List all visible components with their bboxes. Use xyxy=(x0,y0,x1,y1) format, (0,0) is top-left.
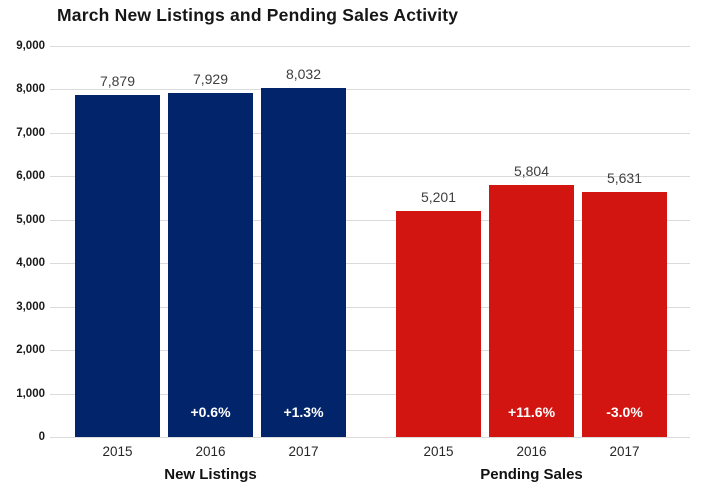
gridline xyxy=(50,263,690,265)
x-axis-category-label: 2015 xyxy=(423,444,454,459)
x-axis-category-label: 2015 xyxy=(102,444,133,459)
y-axis-tick-label: 1,000 xyxy=(16,387,45,400)
bar-new-listings-2016 xyxy=(168,92,253,437)
gridline xyxy=(50,46,690,47)
gridline xyxy=(50,350,690,352)
bar-new-listings-2015 xyxy=(75,94,160,437)
y-axis-tick-label: 9,000 xyxy=(16,40,45,52)
y-axis-tick-label: 7,000 xyxy=(16,126,45,139)
bar-value-label: 7,879 xyxy=(99,72,136,89)
chart-title: March New Listings and Pending Sales Act… xyxy=(57,5,459,25)
series-group-label-pending-sales: Pending Sales xyxy=(480,466,583,483)
y-axis-tick-label: 4,000 xyxy=(16,257,45,270)
gridline xyxy=(50,132,690,134)
bar-value-label: 5,804 xyxy=(513,162,550,179)
gridline xyxy=(50,306,690,308)
y-axis-tick-label: 8,000 xyxy=(16,83,45,96)
gridline xyxy=(50,176,690,178)
gridline xyxy=(50,437,690,438)
bar-pending-sales-2017 xyxy=(582,192,667,437)
series-group-label-new-listings: New Listings xyxy=(164,466,257,483)
y-axis-tick-label: 3,000 xyxy=(16,300,45,313)
bar-change-label: +1.3% xyxy=(283,404,324,420)
y-axis-tick-label: 0 xyxy=(38,431,45,443)
bar-value-label: 5,631 xyxy=(606,170,643,187)
bar-pending-sales-2015 xyxy=(396,211,481,437)
x-axis-category-label: 2016 xyxy=(516,444,547,459)
bar-value-label: 5,201 xyxy=(420,189,457,206)
gridline xyxy=(50,89,690,91)
x-axis-category-label: 2016 xyxy=(195,444,226,459)
y-axis-tick-label: 2,000 xyxy=(16,344,45,357)
bar-pending-sales-2016 xyxy=(489,184,574,437)
gridline xyxy=(50,393,690,395)
y-axis-tick-label: 6,000 xyxy=(16,170,45,183)
bar-value-label: 8,032 xyxy=(285,66,322,83)
x-axis-category-label: 2017 xyxy=(609,444,640,459)
gridline xyxy=(50,219,690,221)
bar-new-listings-2017 xyxy=(261,88,346,437)
x-axis-category-label: 2017 xyxy=(288,444,319,459)
bar-change-label: +11.6% xyxy=(507,404,556,420)
bar-value-label: 7,929 xyxy=(192,70,229,87)
bar-change-label: -3.0% xyxy=(606,404,643,420)
y-axis-tick-label: 5,000 xyxy=(16,213,45,226)
bar-change-label: +0.6% xyxy=(190,404,231,420)
